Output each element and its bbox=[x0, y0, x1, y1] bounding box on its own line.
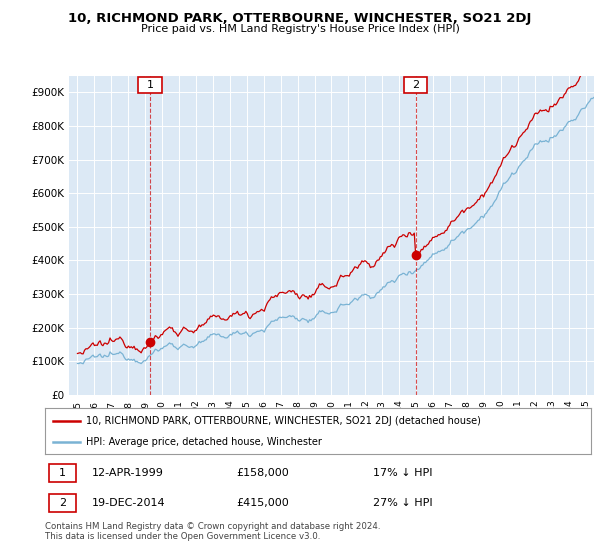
Text: Price paid vs. HM Land Registry's House Price Index (HPI): Price paid vs. HM Land Registry's House … bbox=[140, 24, 460, 34]
Text: 10, RICHMOND PARK, OTTERBOURNE, WINCHESTER, SO21 2DJ (detached house): 10, RICHMOND PARK, OTTERBOURNE, WINCHEST… bbox=[86, 416, 481, 426]
Text: £415,000: £415,000 bbox=[236, 498, 289, 508]
Text: 1: 1 bbox=[59, 468, 66, 478]
Text: HPI: Average price, detached house, Winchester: HPI: Average price, detached house, Winc… bbox=[86, 437, 322, 447]
Text: 10, RICHMOND PARK, OTTERBOURNE, WINCHESTER, SO21 2DJ: 10, RICHMOND PARK, OTTERBOURNE, WINCHEST… bbox=[68, 12, 532, 25]
FancyBboxPatch shape bbox=[49, 494, 76, 512]
Text: Contains HM Land Registry data © Crown copyright and database right 2024.
This d: Contains HM Land Registry data © Crown c… bbox=[45, 522, 380, 542]
FancyBboxPatch shape bbox=[139, 77, 161, 93]
Text: £158,000: £158,000 bbox=[236, 468, 289, 478]
Text: 19-DEC-2014: 19-DEC-2014 bbox=[91, 498, 165, 508]
Text: 17% ↓ HPI: 17% ↓ HPI bbox=[373, 468, 432, 478]
Text: 12-APR-1999: 12-APR-1999 bbox=[91, 468, 163, 478]
Text: 1: 1 bbox=[146, 80, 154, 90]
FancyBboxPatch shape bbox=[49, 464, 76, 482]
Text: 2: 2 bbox=[59, 498, 66, 508]
Text: 27% ↓ HPI: 27% ↓ HPI bbox=[373, 498, 432, 508]
FancyBboxPatch shape bbox=[404, 77, 427, 93]
Text: 2: 2 bbox=[412, 80, 419, 90]
